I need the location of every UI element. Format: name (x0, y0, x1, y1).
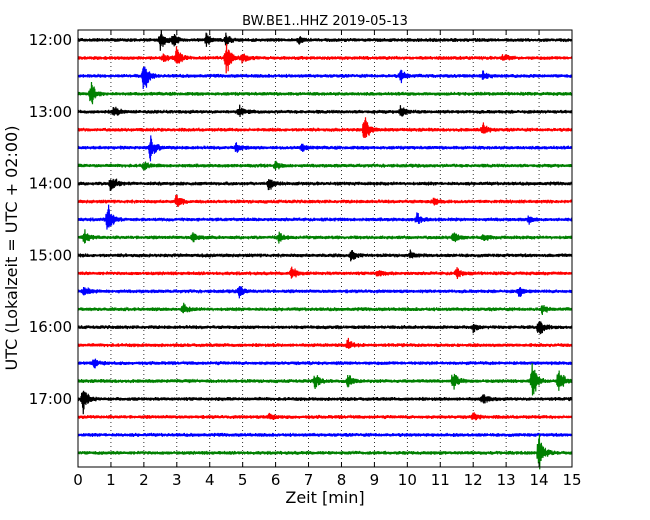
y-tick-label: 14:00 (29, 175, 72, 193)
x-tick-label: 1 (106, 471, 116, 489)
y-tick-label: 13:00 (29, 103, 72, 121)
x-tick-label: 15 (562, 471, 581, 489)
x-tick-label: 13 (497, 471, 516, 489)
seismic-trace (77, 194, 573, 208)
seismic-trace (77, 204, 573, 230)
y-tick-label: 17:00 (29, 390, 72, 408)
seismic-trace (77, 412, 573, 421)
x-tick-label: 8 (337, 471, 347, 489)
x-tick-label: 10 (398, 471, 417, 489)
x-tick-label: 9 (370, 471, 380, 489)
x-tick-label: 14 (530, 471, 549, 489)
seismic-trace (77, 285, 573, 299)
seismic-trace (77, 321, 573, 335)
seismic-trace (77, 363, 573, 396)
y-axis-label: UTC (Lokalzeit = UTC + 02:00) (2, 126, 21, 371)
seismic-trace (77, 302, 573, 315)
x-tick-label: 4 (205, 471, 215, 489)
seismic-trace (77, 358, 573, 369)
seismic-trace (77, 390, 573, 415)
x-axis-label: Zeit [min] (285, 488, 364, 507)
seismic-trace (77, 117, 573, 138)
seismic-trace (77, 43, 573, 74)
seismic-trace (77, 82, 573, 105)
x-tick-label: 3 (172, 471, 182, 489)
seismic-trace (77, 249, 573, 262)
x-tick-label: 12 (464, 471, 483, 489)
seismic-trace (77, 434, 573, 470)
x-tick-label: 11 (431, 471, 450, 489)
x-tick-label: 6 (271, 471, 281, 489)
seismic-trace (77, 135, 573, 162)
y-tick-label: 16:00 (29, 318, 72, 336)
seismic-trace (77, 66, 573, 89)
x-axis-ticks: 0 1 2 3 4 5 6 7 8 9 10 11 12 13 14 15 (73, 30, 582, 489)
x-grid (110, 30, 540, 467)
x-tick-label: 0 (73, 471, 83, 489)
seismic-traces (77, 30, 573, 470)
seismic-trace (77, 30, 573, 51)
seismic-trace (77, 104, 573, 117)
x-tick-label: 5 (238, 471, 248, 489)
y-tick-label: 15:00 (29, 246, 72, 264)
seismic-trace (77, 178, 573, 191)
seismic-trace (77, 160, 573, 171)
y-axis-ticks: 12:00 13:00 14:00 15:00 16:00 17:00 (29, 31, 572, 408)
chart-title: BW.BE1..HHZ 2019-05-13 (242, 14, 408, 29)
x-tick-label: 7 (304, 471, 314, 489)
y-tick-label: 12:00 (29, 31, 72, 49)
seismic-trace (77, 229, 573, 244)
x-tick-label: 2 (139, 471, 149, 489)
plot-frame (77, 29, 573, 468)
seismic-trace (77, 337, 573, 349)
seismic-trace (77, 266, 573, 280)
seismic-trace (77, 432, 573, 438)
